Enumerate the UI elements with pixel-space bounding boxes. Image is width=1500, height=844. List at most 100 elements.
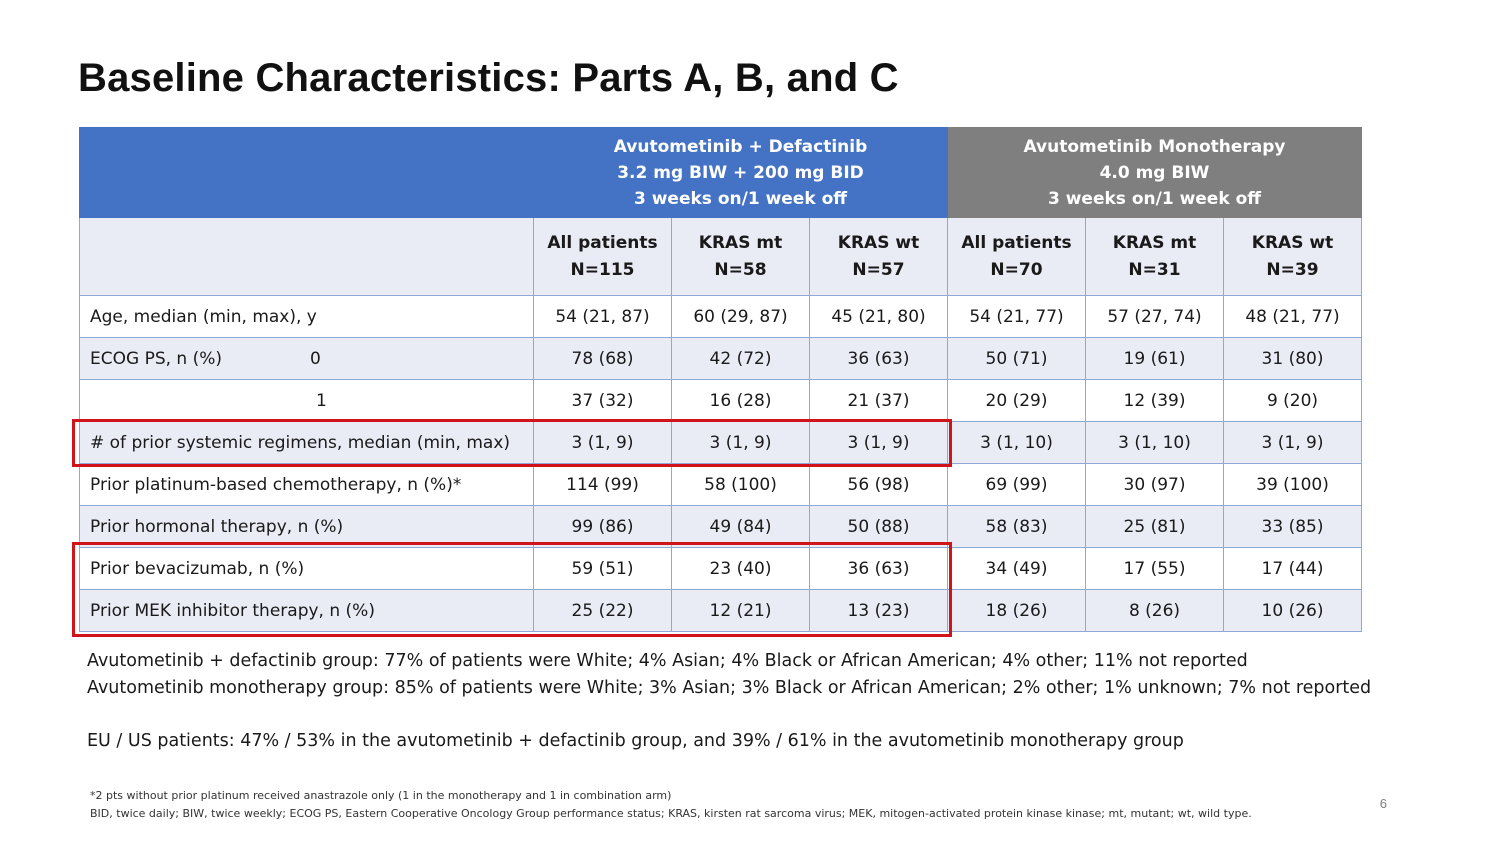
page-number: 6 [1379,796,1387,811]
mono-header-line2: 4.0 mg BIW [1099,162,1210,183]
table-cell: 39 (100) [1223,463,1362,506]
highlight-box-prior-regimens [72,419,952,467]
row-label: Prior MEK inhibitor therapy, n (%) [79,589,534,632]
column-header-blank [79,217,534,296]
table-row-prior-regimens: # of prior systemic regimens, median (mi… [79,421,1362,464]
table-cell: 42 (72) [671,337,810,380]
column-name: KRAS wt [837,232,920,253]
table-cell: 50 (71) [947,337,1086,380]
table-cell: 3 (1, 9) [533,421,672,464]
table-cell: 54 (21, 87) [533,295,672,338]
table-cell: 17 (44) [1223,547,1362,590]
mono-header-line1: Avutometinib Monotherapy [1023,136,1286,157]
row-label: 1 [79,379,534,422]
column-n: N=58 [714,259,767,280]
table-row-age: Age, median (min, max), y 54 (21, 87) 60… [79,295,1362,338]
table-cell: 12 (39) [1085,379,1224,422]
table-cell: 25 (81) [1085,505,1224,548]
table-cell: 58 (100) [671,463,810,506]
baseline-table: Avutometinib + Defactinib 3.2 mg BIW + 2… [79,127,1362,632]
column-n: N=31 [1128,259,1181,280]
column-name: All patients [961,232,1072,253]
table-cell: 23 (40) [671,547,810,590]
group-header-blank [79,127,534,218]
slide-title: Baseline Characteristics: Parts A, B, an… [78,56,899,100]
row-label: Age, median (min, max), y [79,295,534,338]
column-header: KRAS wt N=57 [809,217,948,296]
column-n: N=70 [990,259,1043,280]
table-cell: 16 (28) [671,379,810,422]
table-cell: 31 (80) [1223,337,1362,380]
table-row-ecog-0: ECOG PS, n (%) 0 78 (68) 42 (72) 36 (63) … [79,337,1362,380]
table-cell: 57 (27, 74) [1085,295,1224,338]
table-cell: 114 (99) [533,463,672,506]
group-header-row: Avutometinib + Defactinib 3.2 mg BIW + 2… [79,127,1362,218]
column-header-row: All patients N=115 KRAS mt N=58 KRAS wt N=5… [79,217,1362,296]
table-cell: 37 (32) [533,379,672,422]
table-cell: 78 (68) [533,337,672,380]
table-cell: 34 (49) [947,547,1086,590]
table-cell: 12 (21) [671,589,810,632]
note-race-combination: Avutometinib + defactinib group: 77% of … [87,651,1248,671]
group-header-monotherapy: Avutometinib Monotherapy 4.0 mg BIW 3 we… [947,127,1362,218]
table-cell: 19 (61) [1085,337,1224,380]
row-label: # of prior systemic regimens, median (mi… [79,421,534,464]
table-row-prior-platinum: Prior platinum-based chemotherapy, n (%)… [79,463,1362,506]
footnote-abbreviations: BID, twice daily; BIW, twice weekly; ECO… [90,807,1252,820]
ecog-sublabel: 0 [310,348,321,369]
table-cell: 33 (85) [1223,505,1362,548]
table-row-prior-hormonal: Prior hormonal therapy, n (%) 99 (86) 49… [79,505,1362,548]
table-cell: 21 (37) [809,379,948,422]
footnote-platinum: *2 pts without prior platinum received a… [90,789,672,802]
table-cell: 69 (99) [947,463,1086,506]
table-cell: 18 (26) [947,589,1086,632]
combo-header-line1: Avutometinib + Defactinib [613,136,868,157]
column-n: N=115 [570,259,635,280]
table-cell: 17 (55) [1085,547,1224,590]
column-header: All patients N=115 [533,217,672,296]
table-cell: 13 (23) [809,589,948,632]
table-cell: 36 (63) [809,547,948,590]
table-cell: 48 (21, 77) [1223,295,1362,338]
table-cell: 54 (21, 77) [947,295,1086,338]
table-cell: 99 (86) [533,505,672,548]
table-cell: 20 (29) [947,379,1086,422]
table-cell: 50 (88) [809,505,948,548]
table-cell: 3 (1, 10) [1085,421,1224,464]
table-cell: 25 (22) [533,589,672,632]
column-header: KRAS mt N=31 [1085,217,1224,296]
highlight-box-bevacizumab-mek [72,542,952,637]
ecog-label: ECOG PS, n (%) [90,348,223,369]
table-row-prior-bevacizumab: Prior bevacizumab, n (%) 59 (51) 23 (40)… [79,547,1362,590]
table-cell: 60 (29, 87) [671,295,810,338]
table-cell: 3 (1, 10) [947,421,1086,464]
table-cell: 45 (21, 80) [809,295,948,338]
table-row-ecog-1: 1 37 (32) 16 (28) 21 (37) 20 (29) 12 (39… [79,379,1362,422]
column-header: KRAS mt N=58 [671,217,810,296]
row-label: Prior bevacizumab, n (%) [79,547,534,590]
row-label: Prior platinum-based chemotherapy, n (%)… [79,463,534,506]
combo-header-line3: 3 weeks on/1 week off [633,188,848,209]
column-name: KRAS mt [698,232,783,253]
column-name: All patients [547,232,658,253]
table-cell: 8 (26) [1085,589,1224,632]
group-header-combination: Avutometinib + Defactinib 3.2 mg BIW + 2… [533,127,948,218]
table-cell: 3 (1, 9) [1223,421,1362,464]
table-cell: 30 (97) [1085,463,1224,506]
table-cell: 10 (26) [1223,589,1362,632]
row-label: Prior hormonal therapy, n (%) [79,505,534,548]
table-cell: 58 (83) [947,505,1086,548]
column-n: N=39 [1266,259,1319,280]
column-name: KRAS wt [1251,232,1334,253]
table-row-prior-mek: Prior MEK inhibitor therapy, n (%) 25 (2… [79,589,1362,632]
note-region: EU / US patients: 47% / 53% in the avuto… [87,731,1184,751]
table-cell: 9 (20) [1223,379,1362,422]
combo-header-line2: 3.2 mg BIW + 200 mg BID [617,162,864,183]
column-name: KRAS mt [1112,232,1197,253]
table-cell: 56 (98) [809,463,948,506]
mono-header-line3: 3 weeks on/1 week off [1047,188,1262,209]
column-n: N=57 [852,259,905,280]
column-header: All patients N=70 [947,217,1086,296]
table-cell: 36 (63) [809,337,948,380]
column-header: KRAS wt N=39 [1223,217,1362,296]
